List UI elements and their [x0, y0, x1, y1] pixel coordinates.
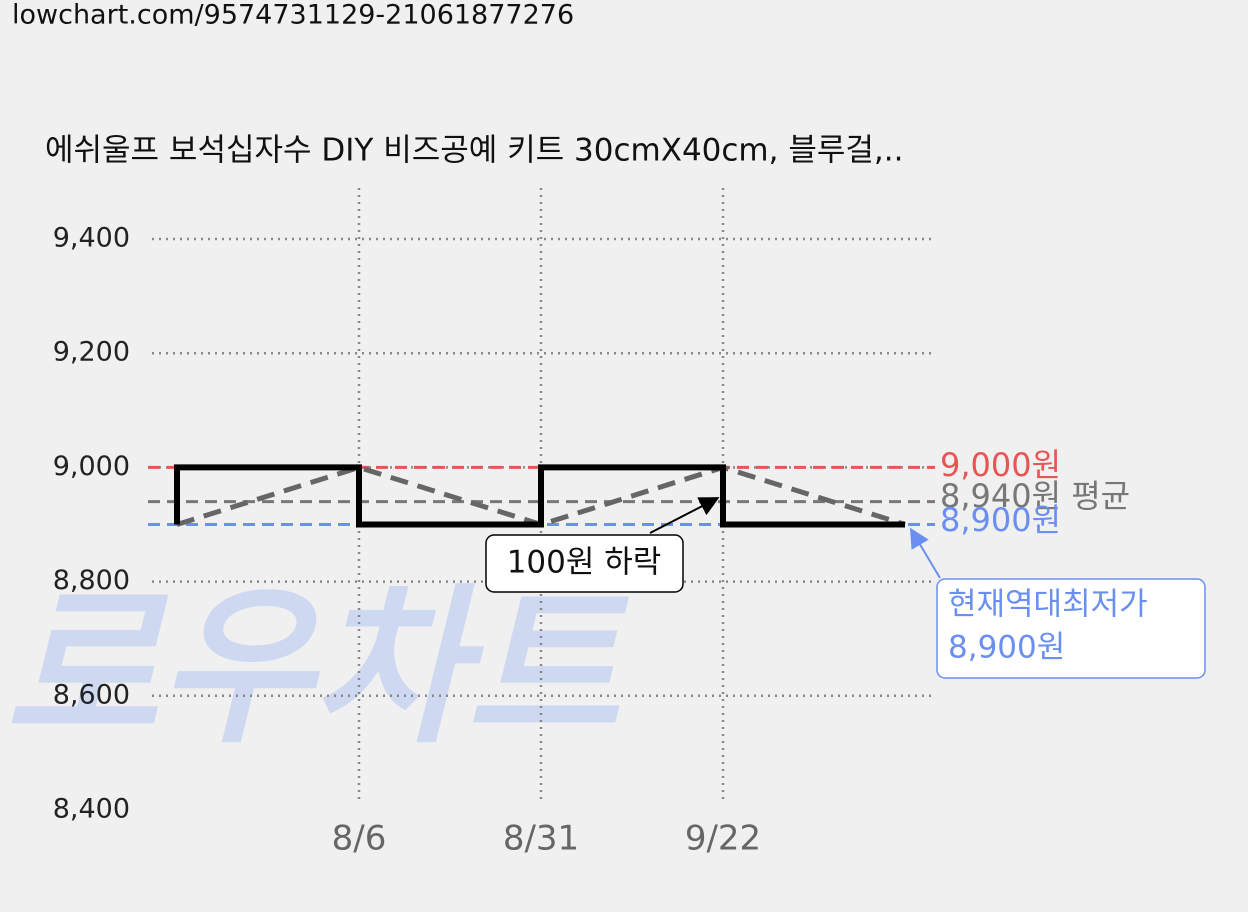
price-line	[174, 464, 905, 528]
y-tick-label: 8,800	[53, 565, 130, 596]
reference-label: 8,940원 평균	[940, 477, 1130, 515]
reference-label: 9,000원	[940, 446, 1061, 484]
y-tick-label: 9,200	[53, 337, 130, 368]
x-tick-label: 8/6	[332, 819, 387, 859]
watermark: 로우차트	[5, 569, 629, 767]
y-tick-label: 8,600	[53, 679, 130, 710]
y-tick-label: 9,400	[53, 223, 130, 254]
y-tick-label: 8,400	[53, 794, 130, 825]
annotation-arrow	[649, 497, 720, 534]
x-tick-label: 9/22	[685, 819, 761, 859]
annotation-text: 8,900원	[948, 630, 1065, 666]
annotation-text: 100원 하락	[507, 545, 662, 581]
annotation-box	[485, 534, 684, 593]
url: lowchart.com/9574731129-21061877276	[12, 0, 574, 31]
annotation-arrow	[909, 527, 941, 579]
annotation-box	[936, 578, 1206, 679]
x-tick-label: 8/31	[503, 819, 579, 859]
y-tick-label: 9,000	[53, 451, 130, 482]
annotation-text: 현재역대최저가	[948, 587, 1148, 623]
reference-label: 8,900원	[940, 501, 1061, 539]
chart-title: 에쉬울프 보석십자수 DIY 비즈공예 키트 30cmX40cm, 블루걸,..	[45, 133, 903, 169]
